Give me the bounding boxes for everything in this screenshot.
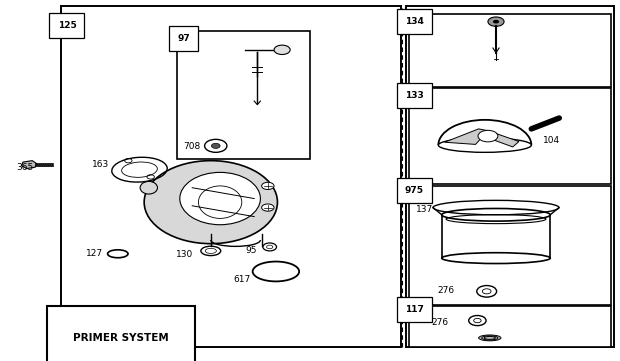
Circle shape xyxy=(478,130,498,142)
Polygon shape xyxy=(488,131,519,147)
Bar xyxy=(406,6,614,347)
Ellipse shape xyxy=(484,336,495,339)
Text: 104: 104 xyxy=(543,136,560,145)
Circle shape xyxy=(211,143,220,148)
Text: 95: 95 xyxy=(246,247,257,255)
Bar xyxy=(409,186,611,305)
Polygon shape xyxy=(22,161,37,169)
Ellipse shape xyxy=(441,209,551,221)
Circle shape xyxy=(493,20,499,23)
Text: 97: 97 xyxy=(177,34,190,43)
Ellipse shape xyxy=(180,173,260,225)
Circle shape xyxy=(205,139,227,152)
Ellipse shape xyxy=(479,335,501,341)
Text: 134: 134 xyxy=(405,17,423,26)
Circle shape xyxy=(274,45,290,55)
Text: 276: 276 xyxy=(438,286,455,295)
Ellipse shape xyxy=(482,336,498,340)
Text: 127: 127 xyxy=(86,249,103,258)
Text: 133: 133 xyxy=(405,91,423,100)
Circle shape xyxy=(262,182,274,190)
Text: 708: 708 xyxy=(184,142,201,151)
Circle shape xyxy=(262,204,274,211)
Ellipse shape xyxy=(144,161,278,244)
Text: 365: 365 xyxy=(16,164,33,172)
Text: 137: 137 xyxy=(416,205,433,214)
Text: 163: 163 xyxy=(92,160,110,169)
Text: 125: 125 xyxy=(58,21,76,30)
Circle shape xyxy=(488,17,504,26)
Bar xyxy=(177,31,310,159)
Bar xyxy=(409,14,611,87)
Text: 617: 617 xyxy=(233,275,250,284)
Text: 276: 276 xyxy=(432,318,449,327)
Bar xyxy=(61,6,401,347)
Bar xyxy=(409,306,611,347)
Ellipse shape xyxy=(441,253,551,264)
Ellipse shape xyxy=(140,181,157,194)
Bar xyxy=(409,88,611,184)
Text: 130: 130 xyxy=(176,250,193,259)
Bar xyxy=(441,215,551,258)
Text: eReplacementParts.com: eReplacementParts.com xyxy=(170,183,264,192)
Text: 117: 117 xyxy=(405,305,423,314)
Ellipse shape xyxy=(438,138,531,152)
Polygon shape xyxy=(445,129,488,144)
Text: PRIMER SYSTEM: PRIMER SYSTEM xyxy=(73,332,169,343)
Text: 975: 975 xyxy=(405,186,423,195)
